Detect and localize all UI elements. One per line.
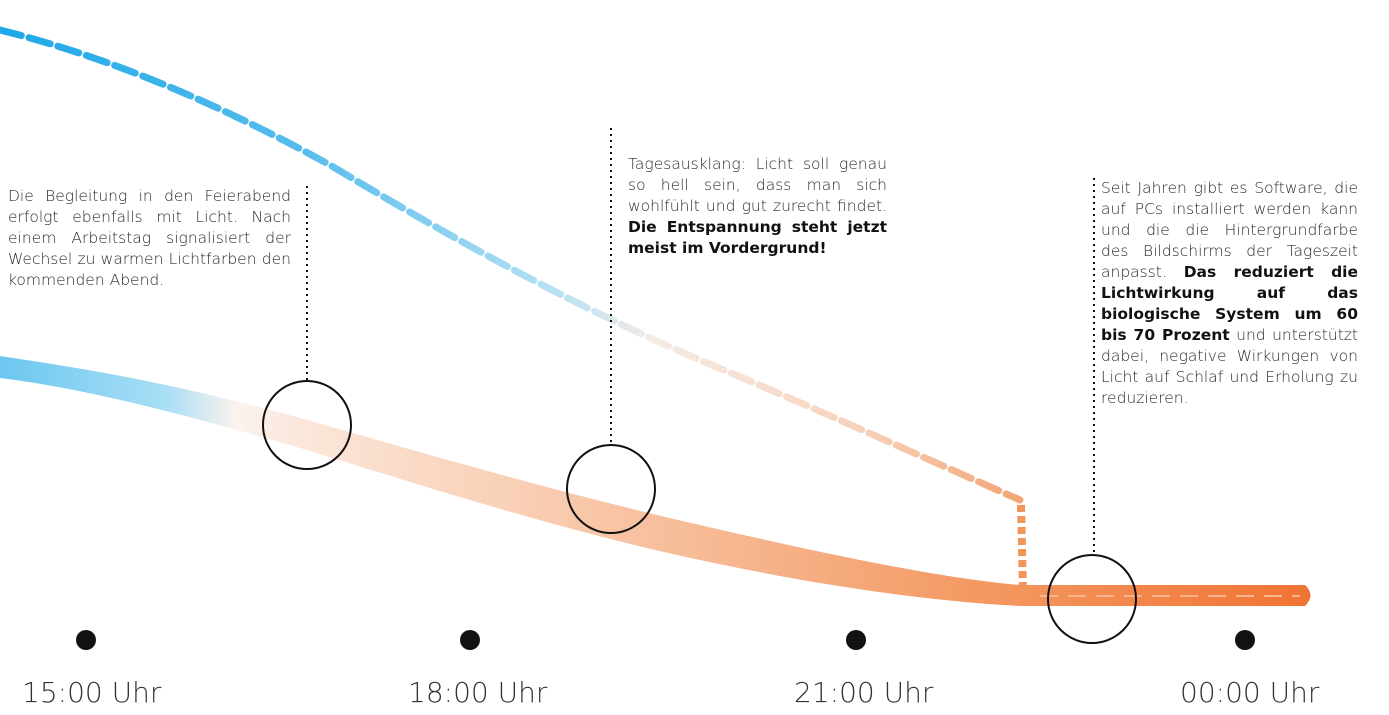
annotation-software: Seit Jahren gibt es Software, die auf PC…: [1101, 178, 1358, 409]
annotation-tagesausklang: Tagesausklang: Licht soll genau so hell …: [628, 154, 887, 259]
time-marker-0000: [1235, 630, 1255, 650]
time-label-1500: 15:00 Uhr: [22, 676, 162, 709]
annotation-tagesausklang-text: Tagesausklang: Licht soll genau so hell …: [628, 155, 887, 215]
time-marker-2100: [846, 630, 866, 650]
time-label-2100: 21:00 Uhr: [794, 676, 934, 709]
time-marker-1500: [76, 630, 96, 650]
annotation-feierabend: Die Begleitung in den Feierabend erfolgt…: [8, 186, 291, 291]
dashed-light-curve: [0, 26, 1024, 504]
annotation-software-bold: Das reduziert die Lichtwirkung auf das b…: [1101, 263, 1359, 344]
annotation-feierabend-text: Die Begleitung in den Feierabend erfolgt…: [8, 187, 291, 289]
dashed-drop-line: [1017, 504, 1027, 593]
time-label-0000: 00:00 Uhr: [1180, 676, 1320, 709]
highlight-circle-software: [1047, 554, 1137, 644]
highlight-circle-feierabend: [262, 380, 352, 470]
annotation-tagesausklang-bold: Die Entspannung steht jetzt meist im Vor…: [628, 218, 887, 257]
annotation-software-text-after: und unterstützt dabei, negative Wirkunge…: [1101, 326, 1358, 407]
time-marker-1800: [460, 630, 480, 650]
solid-light-curve: [0, 356, 1311, 606]
time-label-1800: 18:00 Uhr: [408, 676, 548, 709]
highlight-circle-tagesausklang: [566, 444, 656, 534]
annotation-software-text: Seit Jahren gibt es Software, die auf PC…: [1101, 179, 1358, 281]
